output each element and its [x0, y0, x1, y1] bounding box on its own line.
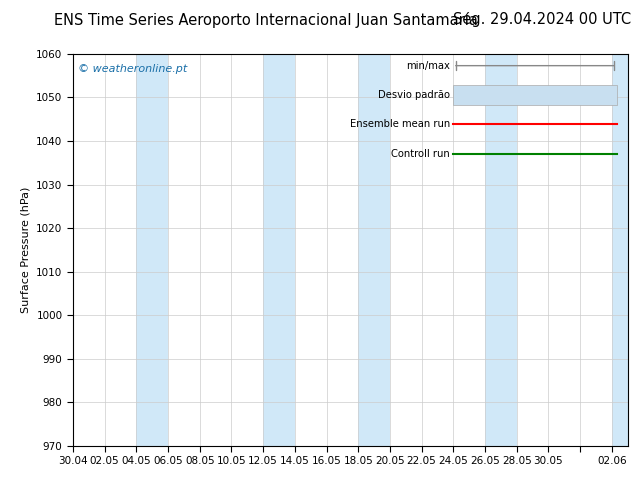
Text: © weatheronline.pt: © weatheronline.pt [79, 64, 188, 74]
Text: ENS Time Series Aeroporto Internacional Juan Santamaría: ENS Time Series Aeroporto Internacional … [55, 12, 478, 28]
FancyBboxPatch shape [453, 85, 616, 105]
Bar [485, 54, 517, 446]
Bar [612, 54, 634, 446]
Text: Ensemble mean run: Ensemble mean run [350, 120, 450, 129]
Bar [263, 54, 295, 446]
Text: Controll run: Controll run [391, 149, 450, 159]
Text: min/max: min/max [406, 61, 450, 71]
Text: Desvio padrão: Desvio padrão [378, 90, 450, 100]
Y-axis label: Surface Pressure (hPa): Surface Pressure (hPa) [21, 187, 30, 313]
Text: Seg. 29.04.2024 00 UTC: Seg. 29.04.2024 00 UTC [453, 12, 631, 27]
Bar [358, 54, 390, 446]
Bar [136, 54, 168, 446]
